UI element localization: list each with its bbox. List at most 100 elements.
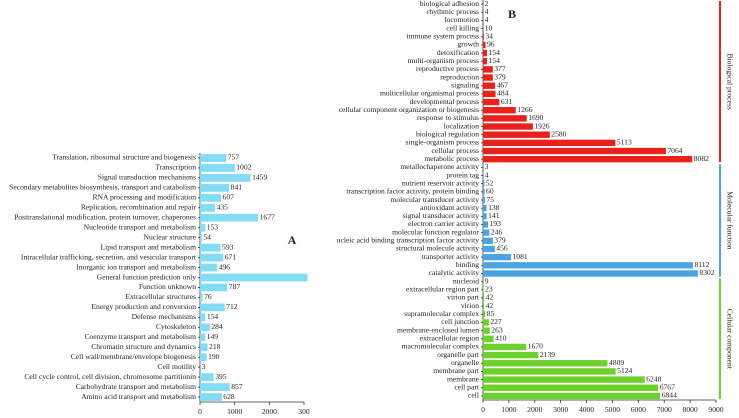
value-label: 593 <box>222 242 234 251</box>
value-label: 4 <box>485 15 489 24</box>
bar <box>483 351 539 359</box>
category-label: virion <box>461 301 479 310</box>
category-label: signaling <box>451 80 479 89</box>
category-label: ucleic acid binding transcription factor… <box>337 236 480 245</box>
value-label: 76 <box>204 292 212 301</box>
category-label: detoxification <box>437 48 479 57</box>
category-label: biological regulation <box>416 129 479 138</box>
category-label: cell junction <box>441 317 479 326</box>
value-label: 484 <box>497 89 509 98</box>
bar <box>483 147 666 155</box>
category-label: Extracellular structures <box>125 292 196 301</box>
value-label: 138 <box>488 203 500 212</box>
value-label: 5124 <box>617 366 632 375</box>
bar <box>483 253 511 261</box>
value-label: 3 <box>485 162 489 171</box>
value-label: 3 <box>202 362 206 371</box>
category-label: Cell motility <box>157 362 196 371</box>
value-label: 10 <box>485 23 493 32</box>
category-label: Nucleotide transport and metabolism <box>84 222 196 231</box>
value-label: 857 <box>231 382 243 391</box>
value-label: 841 <box>231 183 243 192</box>
category-label: macromolecular complex <box>402 342 480 351</box>
value-label: 1459 <box>252 173 267 182</box>
category-label: Cytoskeleton <box>156 322 196 331</box>
value-label: 154 <box>488 56 500 65</box>
value-label: 193 <box>489 219 501 228</box>
category-label: electron carrier activity <box>408 219 479 228</box>
category-label: Secondary metabolites biosynthesis, tran… <box>9 183 196 192</box>
category-label: Signal transduction mechanisms <box>98 173 196 182</box>
bar <box>200 293 203 302</box>
category-label: binding <box>456 260 479 269</box>
x-tick-label: 5000 <box>605 405 620 414</box>
value-label: 631 <box>501 97 513 106</box>
bar <box>483 213 487 220</box>
bar <box>200 383 230 391</box>
bar <box>483 188 485 196</box>
category-label: extracellular region part <box>406 285 480 294</box>
category-label: organelle <box>451 358 480 367</box>
bar <box>483 66 493 73</box>
value-label: 377 <box>494 64 506 73</box>
bar <box>200 273 308 282</box>
bar <box>483 368 616 375</box>
value-label: 410 <box>495 334 507 343</box>
category-label: membrane-enclosed lumen <box>397 325 479 334</box>
category-label: molecular transducer activity <box>390 195 479 204</box>
bar <box>200 193 222 202</box>
x-tick-label: 7000 <box>657 405 672 414</box>
category-label: cell <box>468 391 479 400</box>
value-label: 7064 <box>667 146 682 155</box>
value-label: 628 <box>223 392 235 401</box>
value-label: 9 <box>485 276 489 285</box>
x-tick-label: 1000 <box>501 405 516 414</box>
value-label: 379 <box>494 72 506 81</box>
x-tick-label: 2000 <box>262 407 277 416</box>
value-label: 8082 <box>694 154 709 163</box>
category-label: nutrient reservoir activity <box>402 178 479 187</box>
value-label: 671 <box>225 252 237 261</box>
category-label: extracellular region <box>420 334 479 343</box>
category-label: signal transducer activity <box>403 211 480 220</box>
category-label: cell part <box>454 383 480 392</box>
category-label: Lipid transport and metabolism <box>100 242 196 251</box>
bar <box>483 123 533 130</box>
bar <box>483 286 484 293</box>
category-label: locomotion <box>444 15 479 24</box>
bar <box>200 323 210 332</box>
bar <box>483 139 616 147</box>
bar <box>483 115 527 122</box>
value-label: 467 <box>497 80 509 89</box>
category-label: multi-organism process <box>408 56 479 65</box>
category-label: membrane <box>447 374 480 383</box>
bar <box>483 319 489 326</box>
value-label: 4809 <box>609 358 624 367</box>
category-label: Replication, recombination and repair <box>81 203 197 212</box>
bar <box>200 154 227 162</box>
bar <box>483 294 485 302</box>
category-label: Inorganic ion transport and metabolism <box>76 262 196 271</box>
category-label: immune system process <box>406 31 479 40</box>
value-label: 787 <box>229 282 241 291</box>
x-tick-label: 6000 <box>631 405 646 414</box>
value-label: 190 <box>208 352 220 361</box>
value-label: 1002 <box>236 163 251 172</box>
category-label: catalytic activity <box>429 268 480 277</box>
bar <box>483 107 516 114</box>
category-label: biological adhesion <box>420 0 479 8</box>
x-tick-label: 8000 <box>683 405 698 414</box>
bar <box>483 90 496 98</box>
value-label: 5113 <box>617 138 632 147</box>
bar <box>483 237 493 244</box>
bar <box>483 335 494 342</box>
value-label: 153 <box>207 222 219 231</box>
value-label: 6248 <box>646 374 661 383</box>
value-label: 141 <box>488 211 500 220</box>
value-label: 496 <box>219 262 231 271</box>
bar <box>483 360 608 367</box>
bar <box>200 203 216 212</box>
category-label: General function prediction only <box>97 272 197 281</box>
category-label: antioxidant activity <box>420 203 479 212</box>
bar <box>483 156 693 163</box>
